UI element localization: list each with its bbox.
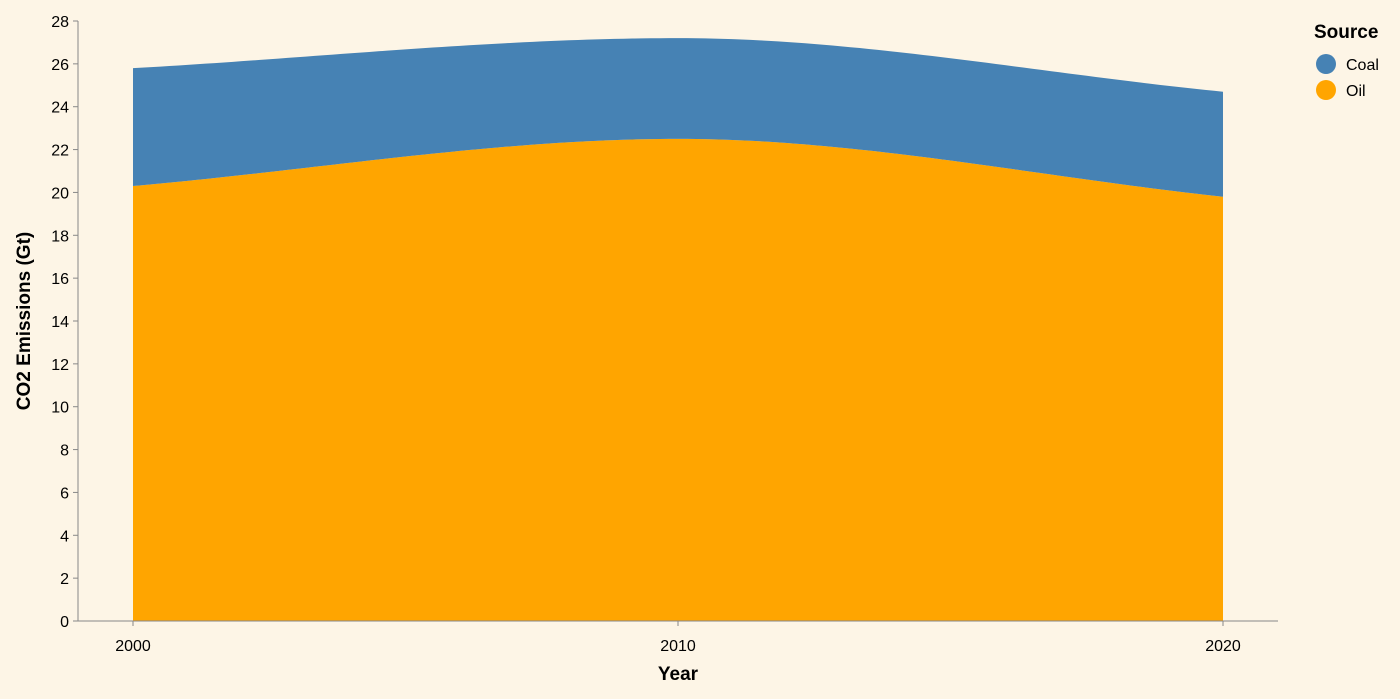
areas-layer [133,38,1223,622]
legend-label-oil: Oil [1346,83,1366,100]
x-axis-title: Year [658,664,699,685]
x-axis: 2000 2010 2020 [78,620,1278,655]
area-oil [133,138,1223,622]
y-tick-label: 4 [60,528,69,545]
y-tick-label: 22 [51,143,69,160]
y-tick-label: 0 [60,614,69,631]
y-tick-label: 28 [51,14,69,31]
legend: Source Coal Oil [1314,22,1379,100]
y-tick-label: 6 [60,485,69,502]
y-tick-label: 16 [51,271,69,288]
y-tick-label: 12 [51,357,69,374]
y-tick-label: 14 [51,314,69,331]
y-tick-label: 24 [51,100,69,117]
x-tick-label: 2020 [1205,638,1241,655]
y-tick-label: 26 [51,57,69,74]
y-axis-title: CO2 Emissions (Gt) [14,232,35,410]
y-tick-label: 8 [60,443,69,460]
legend-title: Source [1314,22,1378,43]
legend-items: Coal Oil [1316,54,1379,100]
y-tick-label: 18 [51,228,69,245]
area-coal [133,38,1223,197]
legend-swatch-oil [1316,80,1336,100]
y-tick-label: 20 [51,185,69,202]
legend-swatch-coal [1316,54,1336,74]
y-tick-label: 10 [51,400,69,417]
x-tick-label: 2000 [115,638,151,655]
x-tick-label: 2010 [660,638,696,655]
y-tick-label: 2 [60,571,69,588]
legend-label-coal: Coal [1346,57,1379,74]
